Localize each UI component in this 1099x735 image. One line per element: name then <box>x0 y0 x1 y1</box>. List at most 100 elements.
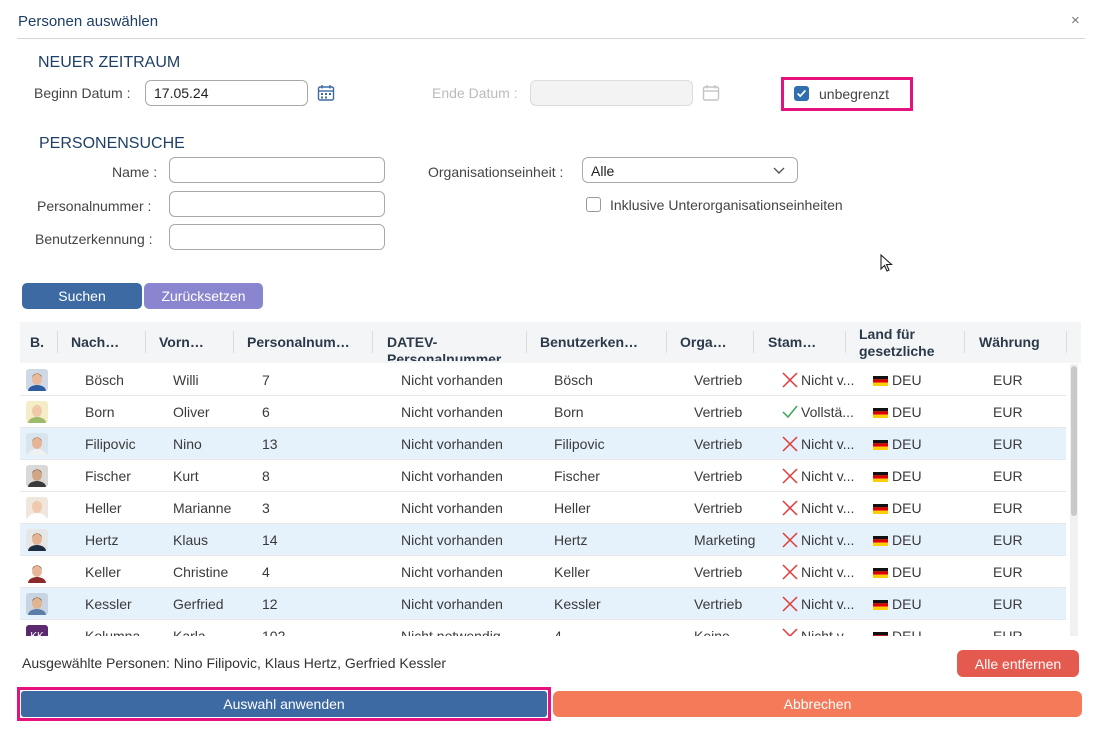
cell-waehrung: EUR <box>993 372 1023 388</box>
cell-personalnummer: 8 <box>262 468 270 484</box>
avatar <box>26 433 48 455</box>
personalnummer-label: Personalnummer : <box>37 198 152 214</box>
cell-stammdaten: Nicht v... <box>782 436 854 452</box>
germany-flag-icon <box>873 504 888 515</box>
avatar <box>26 465 48 487</box>
cross-icon <box>782 468 798 484</box>
zuruecksetzen-button[interactable]: Zurücksetzen <box>144 283 263 309</box>
inklusive-label[interactable]: Inklusive Unterorganisationseinheiten <box>610 197 843 213</box>
table-row[interactable]: Heller Marianne 3 Nicht vorhanden Heller Vert… <box>20 492 1066 524</box>
column-divider <box>145 331 146 353</box>
unbegrenzt-label[interactable]: unbegrenzt <box>819 86 890 102</box>
cell-stammdaten: Nicht v... <box>782 596 854 612</box>
cell-organisation: Marketing <box>694 532 756 548</box>
column-divider <box>526 331 527 353</box>
column-divider <box>1066 331 1067 353</box>
column-header-bild[interactable]: B. <box>30 334 44 350</box>
checkmark-icon <box>796 89 807 98</box>
cell-land: DEU <box>873 436 922 452</box>
cell-nachname: Fischer <box>85 468 131 484</box>
table-row[interactable]: KK Kolumna Karla 102 Nicht notwendig 4 Keine Ni… <box>20 620 1066 636</box>
column-header-datev-personalnummer[interactable]: DATEV-Personalnummer <box>387 334 502 361</box>
cell-personalnummer: 12 <box>262 596 278 612</box>
cross-icon <box>782 500 798 516</box>
column-header-benutzerkennung[interactable]: Benutzerken… <box>540 334 639 350</box>
germany-flag-icon <box>873 568 888 579</box>
dialog-title: Personen auswählen <box>18 13 159 30</box>
table-row[interactable]: Keller Christine 4 Nicht vorhanden Keller Ver… <box>20 556 1066 588</box>
cell-land: DEU <box>873 628 922 636</box>
table-row[interactable]: Born Oliver 6 Nicht vorhanden Born Vertrieb Vo… <box>20 396 1066 428</box>
organisationseinheit-label: Organisationseinheit : <box>428 164 564 180</box>
cell-nachname: Hertz <box>85 532 119 548</box>
anwenden-highlight <box>17 687 551 721</box>
table-scrollbar-thumb[interactable] <box>1071 366 1077 516</box>
table-header <box>20 322 1081 363</box>
avatar <box>26 561 48 583</box>
table-body: Bösch Willi 7 Nicht vorhanden Bösch Vertrieb N… <box>0 364 1070 636</box>
cell-nachname: Keller <box>85 564 121 580</box>
column-header-land[interactable]: Land für gesetzliche <box>859 326 935 359</box>
cell-organisation: Vertrieb <box>694 404 743 420</box>
beginn-datum-label: Beginn Datum : <box>34 85 131 101</box>
avatar: KK <box>26 625 48 636</box>
personalnummer-input[interactable] <box>169 191 385 217</box>
cell-land: DEU <box>873 532 922 548</box>
cell-stammdaten: Nicht v... <box>782 468 854 484</box>
column-header-stammdaten[interactable]: Stam… <box>768 334 817 350</box>
germany-flag-icon <box>873 376 888 387</box>
table-row[interactable]: Kessler Gerfried 12 Nicht vorhanden Kessler V… <box>20 588 1066 620</box>
table-row[interactable]: Filipovic Nino 13 Nicht vorhanden Filipovic V… <box>20 428 1066 460</box>
benutzerkennung-input[interactable] <box>169 224 385 250</box>
unbegrenzt-highlight <box>781 77 913 111</box>
alle-entfernen-button[interactable]: Alle entfernen <box>957 650 1079 677</box>
section-title-zeitraum: NEUER ZEITRAUM <box>38 54 181 71</box>
cell-stammdaten: Vollstä... <box>782 404 854 420</box>
cell-nachname: Filipovic <box>85 436 136 452</box>
cell-waehrung: EUR <box>993 532 1023 548</box>
column-header-waehrung[interactable]: Währung <box>979 334 1040 350</box>
cell-vorname: Gerfried <box>173 596 224 612</box>
auswahl-anwenden-button[interactable]: Auswahl anwenden <box>21 691 547 717</box>
cell-benutzerkennung: Bösch <box>554 372 593 388</box>
beginn-datum-input[interactable] <box>145 80 308 106</box>
column-header-organisation[interactable]: Orga… <box>680 334 727 350</box>
unbegrenzt-checkbox[interactable] <box>794 86 809 101</box>
cell-land: DEU <box>873 468 922 484</box>
table-row[interactable]: Bösch Willi 7 Nicht vorhanden Bösch Vertrieb N… <box>20 364 1066 396</box>
cell-benutzerkennung: Heller <box>554 500 591 516</box>
column-header-personalnummer[interactable]: Personalnum… <box>247 334 350 350</box>
cell-waehrung: EUR <box>993 500 1023 516</box>
cell-nachname: Kolumna <box>85 628 141 636</box>
cell-benutzerkennung: Hertz <box>554 532 588 548</box>
column-divider <box>233 331 234 353</box>
organisationseinheit-select[interactable]: Alle <box>582 157 798 183</box>
avatar <box>26 497 48 519</box>
table-row[interactable]: Hertz Klaus 14 Nicht vorhanden Hertz Marketin… <box>20 524 1066 556</box>
chevron-down-icon <box>773 167 785 174</box>
cell-benutzerkennung: 4 <box>554 628 562 636</box>
abbrechen-button[interactable]: Abbrechen <box>553 691 1082 717</box>
organisationseinheit-value: Alle <box>591 163 615 179</box>
cell-stammdaten: Nicht v... <box>782 564 854 580</box>
section-title-personensuche: PERSONENSUCHE <box>39 135 185 152</box>
name-input[interactable] <box>169 157 385 183</box>
avatar <box>26 529 48 551</box>
cell-organisation: Keine <box>694 628 730 636</box>
inklusive-checkbox[interactable] <box>586 197 601 212</box>
column-header-nachname[interactable]: Nach… <box>71 334 120 350</box>
cell-datev: Nicht vorhanden <box>401 468 503 484</box>
cell-land: DEU <box>873 564 922 580</box>
suchen-button[interactable]: Suchen <box>22 283 142 309</box>
calendar-icon[interactable] <box>317 84 335 102</box>
germany-flag-icon <box>873 472 888 483</box>
germany-flag-icon <box>873 408 888 419</box>
cell-organisation: Vertrieb <box>694 372 743 388</box>
close-icon[interactable]: × <box>1071 12 1080 29</box>
cell-land: DEU <box>873 372 922 388</box>
germany-flag-icon <box>873 536 888 547</box>
cell-stammdaten: Nicht v... <box>782 372 854 388</box>
table-row[interactable]: Fischer Kurt 8 Nicht vorhanden Fischer Vertri… <box>20 460 1066 492</box>
check-icon <box>782 405 798 419</box>
column-header-vorname[interactable]: Vorn… <box>159 334 204 350</box>
